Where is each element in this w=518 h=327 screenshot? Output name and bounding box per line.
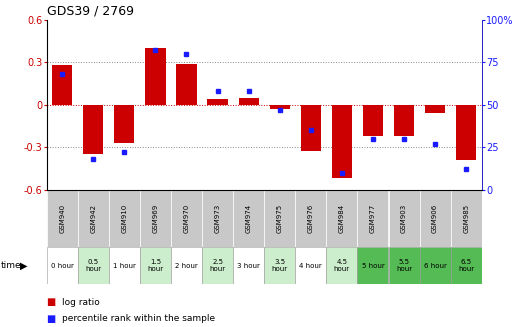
Text: 6.5
hour: 6.5 hour [458,259,474,272]
Text: percentile rank within the sample: percentile rank within the sample [62,314,215,323]
Text: GSM973: GSM973 [214,204,221,233]
Bar [202,247,233,284]
Bar [83,105,103,154]
Bar [233,190,264,247]
Text: 5 hour: 5 hour [362,263,384,269]
Text: GSM974: GSM974 [246,204,252,233]
Text: GSM970: GSM970 [183,204,190,233]
Bar [47,190,78,247]
Bar [238,97,259,105]
Text: 2.5
hour: 2.5 hour [209,259,226,272]
Text: GSM903: GSM903 [401,204,407,233]
Text: GDS39 / 2769: GDS39 / 2769 [47,4,134,17]
Text: ▶: ▶ [20,261,27,271]
Bar [109,247,140,284]
Text: GSM906: GSM906 [432,204,438,233]
Bar [264,247,295,284]
Text: log ratio: log ratio [62,298,100,307]
Bar [207,99,227,105]
Bar [300,105,321,151]
Text: GSM977: GSM977 [370,204,376,233]
Bar [171,247,202,284]
Text: GSM942: GSM942 [90,204,96,233]
Bar [295,247,326,284]
Bar [357,247,388,284]
Bar [78,247,109,284]
Text: GSM976: GSM976 [308,204,314,233]
Bar [420,247,451,284]
Text: GSM975: GSM975 [277,204,283,233]
Bar [456,105,477,160]
Bar [140,190,171,247]
Bar [332,105,352,178]
Text: 6 hour: 6 hour [424,263,447,269]
Bar [140,247,171,284]
Bar [176,63,197,105]
Bar [425,105,445,113]
Bar [295,190,326,247]
Bar [264,190,295,247]
Bar [145,48,165,105]
Bar [451,247,482,284]
Bar [326,247,357,284]
Text: 0 hour: 0 hour [51,263,74,269]
Bar [171,190,202,247]
Bar [388,247,420,284]
Text: GSM910: GSM910 [121,204,127,233]
Text: 1 hour: 1 hour [113,263,136,269]
Bar [52,65,72,105]
Text: 4 hour: 4 hour [299,263,322,269]
Bar [114,105,135,143]
Bar [269,105,290,109]
Text: 4.5
hour: 4.5 hour [334,259,350,272]
Text: ■: ■ [47,298,56,307]
Bar [326,190,357,247]
Text: 3.5
hour: 3.5 hour [271,259,288,272]
Text: 0.5
hour: 0.5 hour [85,259,102,272]
Bar [363,105,383,136]
Text: 2 hour: 2 hour [175,263,198,269]
Text: ■: ■ [47,314,56,324]
Bar [388,190,420,247]
Text: GSM984: GSM984 [339,204,345,233]
Bar [451,190,482,247]
Text: GSM969: GSM969 [152,204,159,233]
Text: 5.5
hour: 5.5 hour [396,259,412,272]
Bar [202,190,233,247]
Text: GSM940: GSM940 [59,204,65,233]
Text: 1.5
hour: 1.5 hour [147,259,164,272]
Bar [420,190,451,247]
Text: 3 hour: 3 hour [237,263,260,269]
Bar [109,190,140,247]
Bar [233,247,264,284]
Text: time: time [1,261,22,270]
Bar [47,247,78,284]
Text: GSM985: GSM985 [463,204,469,233]
Bar [357,190,388,247]
Bar [394,105,414,136]
Bar [78,190,109,247]
